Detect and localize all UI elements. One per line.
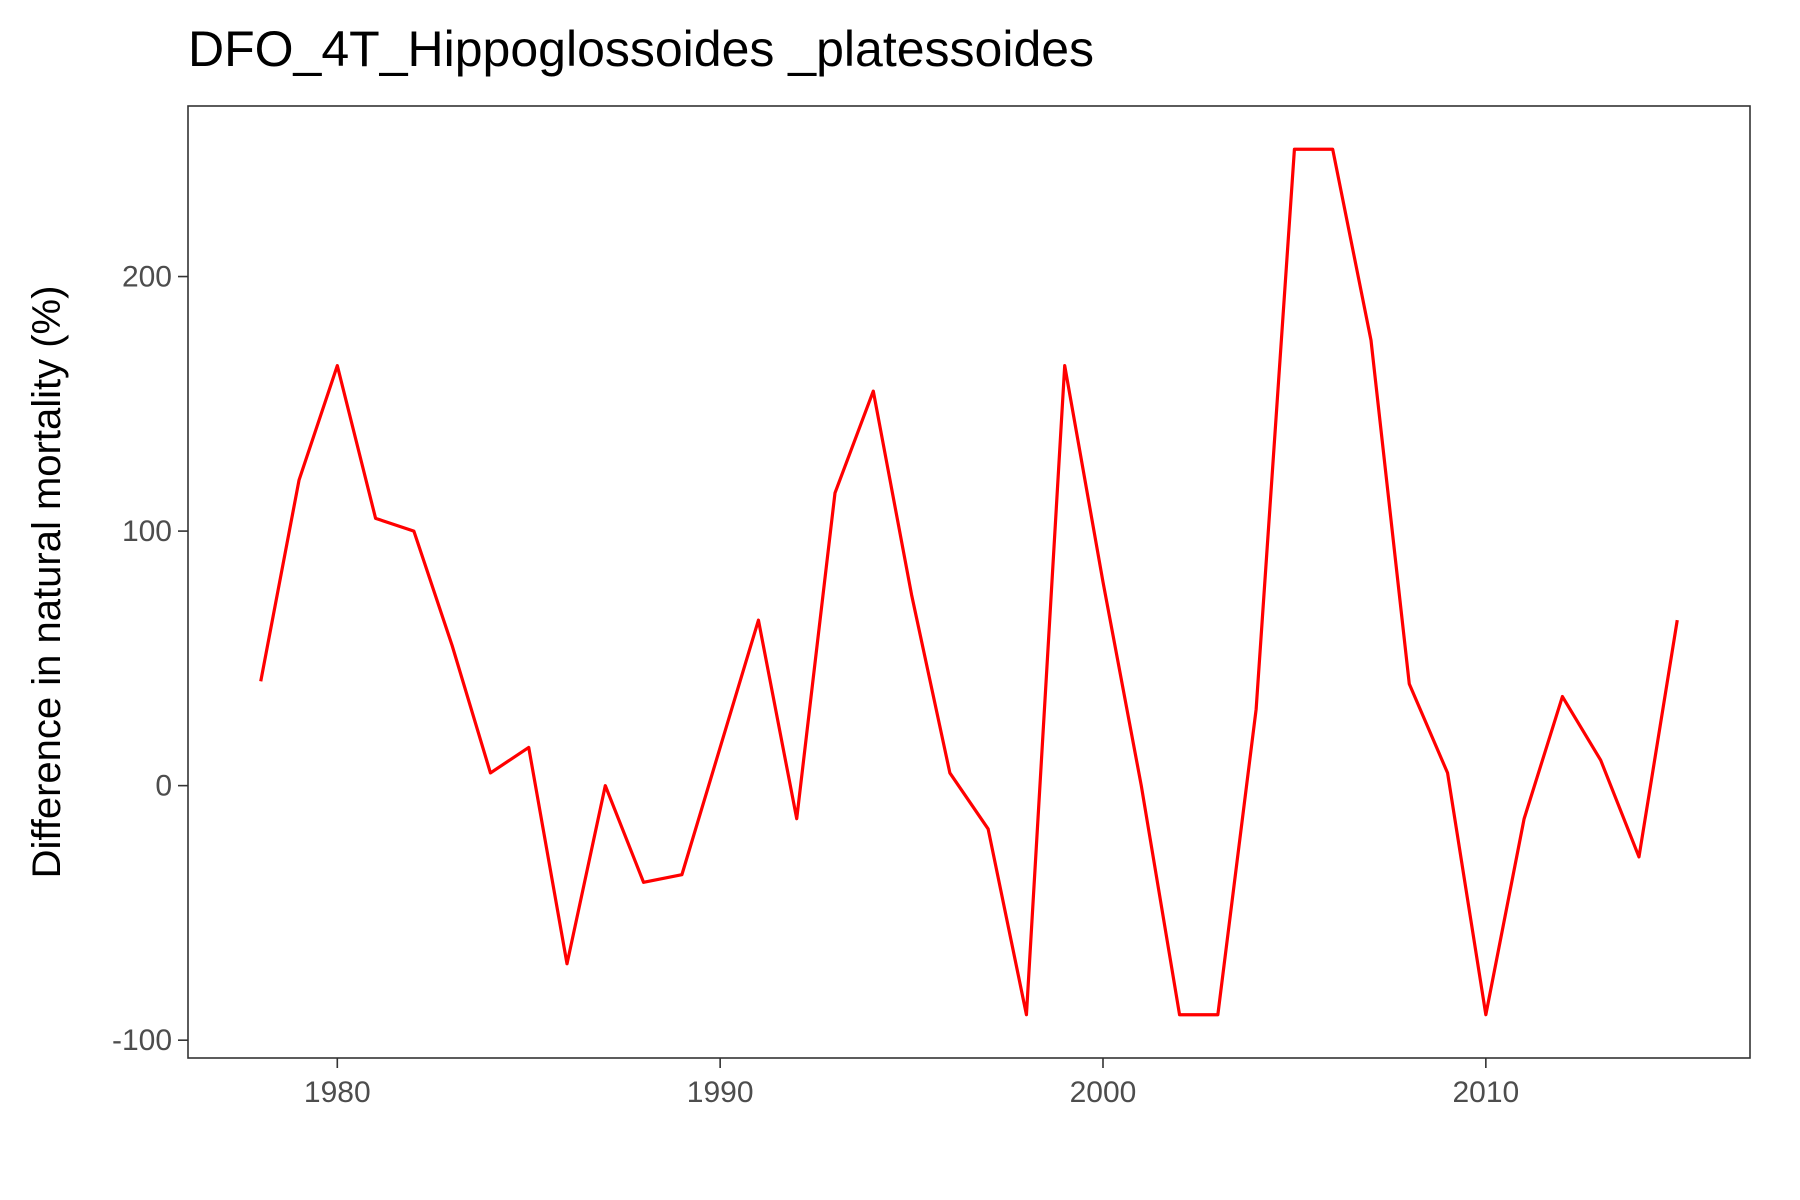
y-tick-label: 100 [122,515,172,548]
x-tick-label: 2010 [1452,1076,1519,1109]
y-axis-label: Difference in natural mortality (%) [25,286,69,879]
plot-panel [187,105,1751,1059]
series-line-0 [259,147,1679,1017]
x-tick-label: 2000 [1070,1076,1137,1109]
y-tick-label: 200 [122,261,172,294]
y-tick-label: 0 [155,770,172,803]
chart-title: DFO_4T_Hippoglossoides _platessoides [188,21,1094,77]
x-tick-label: 1980 [304,1076,371,1109]
y-tick-label: -100 [112,1024,172,1057]
axis-ticks: 1980 1990 2000 2010 -100 0 100 200 [112,261,1519,1109]
series-layer [259,147,1679,1017]
x-tick-label: 1990 [687,1076,754,1109]
